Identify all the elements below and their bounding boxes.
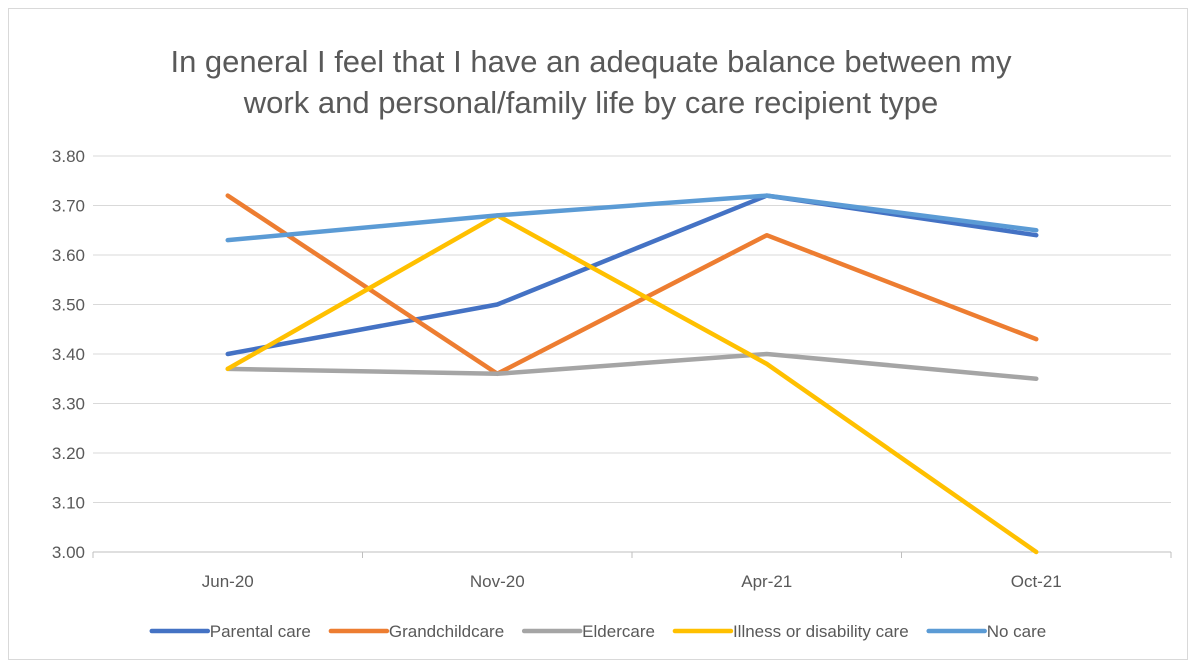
series-line-4 <box>225 213 1039 555</box>
legend-item: Parental care <box>149 622 311 641</box>
chart-title: In general I feel that I have an adequat… <box>170 44 1012 120</box>
series-line-2 <box>225 193 1039 377</box>
chart-title-line-2: work and personal/family life by care re… <box>243 85 938 120</box>
x-tick-label: Apr-21 <box>741 572 792 591</box>
legend-label: Illness or disability care <box>733 622 909 641</box>
y-tick-label: 3.20 <box>52 444 85 463</box>
series-line-3 <box>225 351 1039 381</box>
chart-title-line-1: In general I feel that I have an adequat… <box>170 44 1012 79</box>
legend: Parental care Grandchildcare Eldercare Illn… <box>149 622 1047 641</box>
legend-label: Grandchildcare <box>389 622 504 641</box>
legend-item: No care <box>926 622 1047 641</box>
y-tick-label: 3.50 <box>52 296 85 315</box>
x-tick-label: Jun-20 <box>202 572 254 591</box>
series-line-1 <box>225 193 1039 357</box>
line-chart: In general I feel that I have an adequat… <box>52 44 1172 641</box>
legend-item: Grandchildcare <box>328 622 504 641</box>
y-tick-label: 3.80 <box>52 147 85 166</box>
legend-label: No care <box>987 622 1047 641</box>
y-tick-label: 3.60 <box>52 246 85 265</box>
x-axis: Jun-20 Nov-20 Apr-21 Oct-21 <box>92 552 1172 591</box>
legend-label: Parental care <box>210 622 311 641</box>
legend-label: Eldercare <box>582 622 655 641</box>
chart-area: In general I feel that I have an adequat… <box>8 8 1188 660</box>
y-tick-label: 3.40 <box>52 345 85 364</box>
x-tick-label: Oct-21 <box>1011 572 1062 591</box>
y-axis: 3.00 3.10 3.20 3.30 3.40 3.50 3.60 3.70 3.80 <box>52 147 85 562</box>
legend-item: Illness or disability care <box>672 622 909 641</box>
series-lines <box>225 193 1039 555</box>
x-tick-label: Nov-20 <box>470 572 525 591</box>
legend-item: Eldercare <box>521 622 655 641</box>
y-tick-label: 3.70 <box>52 197 85 216</box>
y-tick-label: 3.00 <box>52 543 85 562</box>
y-tick-label: 3.10 <box>52 494 85 513</box>
series-line-5 <box>225 193 1039 243</box>
y-tick-label: 3.30 <box>52 395 85 414</box>
